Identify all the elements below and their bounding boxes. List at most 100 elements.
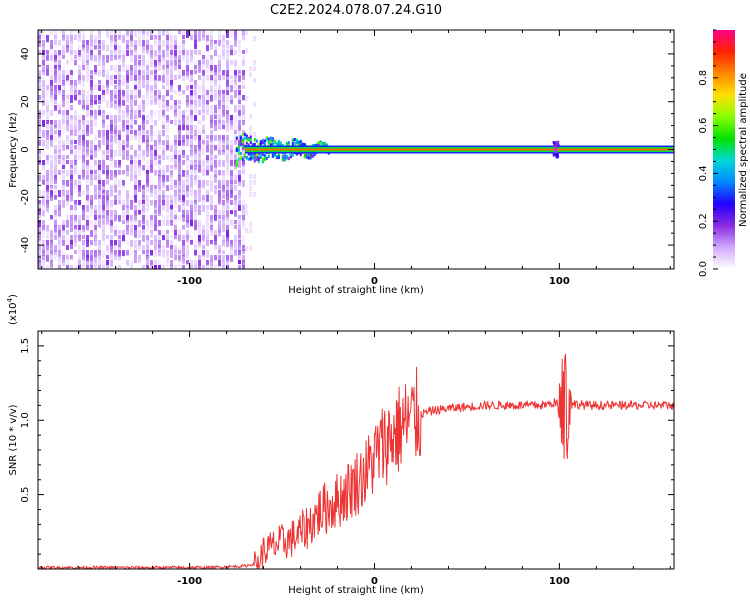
heatmap-cell — [226, 85, 229, 91]
heatmap-cell — [222, 200, 225, 206]
heatmap-cell — [98, 35, 101, 40]
heatmap-cell — [146, 180, 149, 188]
heatmap-cell — [134, 225, 137, 230]
heatmap-cell — [58, 135, 61, 140]
heatmap-cell — [170, 40, 173, 47]
heatmap-cell — [70, 175, 73, 180]
heatmap-cell — [218, 160, 221, 167]
heatmap-cell — [106, 140, 109, 145]
heatmap-cell — [277, 139, 280, 143]
heatmap-cell — [186, 60, 189, 66]
heatmap-cell — [58, 60, 61, 68]
heatmap-cell — [90, 260, 93, 268]
heatmap-cell — [74, 210, 77, 215]
heatmap-cell — [62, 250, 65, 256]
heatmap-cell — [253, 78, 257, 83]
heatmap-cell — [210, 230, 213, 237]
heatmap-cell — [54, 70, 57, 77]
heatmap-cell — [50, 75, 53, 81]
heatmap-cell — [218, 90, 221, 96]
heatmap-cell — [138, 170, 141, 176]
heatmap-cell — [98, 70, 101, 76]
heatmap-cell — [74, 185, 77, 193]
heatmap-cell — [218, 80, 221, 87]
heatmap-cell — [98, 260, 101, 268]
heatmap-cell — [245, 156, 248, 160]
heatmap-cell — [238, 255, 241, 260]
heatmap-cell — [70, 190, 73, 197]
heatmap-cell — [174, 265, 177, 269]
heatmap-cell — [102, 200, 105, 206]
heatmap-cell — [253, 174, 257, 179]
heatmap-cell — [62, 50, 65, 58]
heatmap-cell — [242, 235, 245, 241]
heatmap-cell — [66, 240, 69, 245]
heatmap-cell — [166, 80, 169, 87]
heatmap-cell — [126, 120, 129, 125]
heatmap-cell — [186, 235, 189, 242]
heatmap-cell — [90, 130, 93, 135]
heatmap-cell — [218, 260, 221, 267]
heatmap-cell — [222, 195, 225, 199]
heatmap-cell — [106, 55, 109, 63]
heatmap-cell — [265, 156, 268, 160]
heatmap-cell — [94, 65, 97, 72]
heatmap-cell — [146, 30, 149, 35]
heatmap-cell — [253, 156, 256, 159]
heatmap-cell — [230, 190, 233, 198]
heatmap-cell — [58, 210, 61, 217]
heatmap-cell — [190, 235, 193, 242]
heatmap-cell — [323, 141, 326, 145]
heatmap-cell — [130, 260, 133, 267]
heatmap-cell — [222, 235, 225, 243]
heatmap-cell — [210, 220, 213, 228]
heatmap-cell — [38, 120, 41, 125]
heatmap-cell — [186, 115, 189, 122]
heatmap-cell — [114, 75, 117, 80]
heatmap-cell — [58, 245, 61, 253]
heatmap-cell — [98, 85, 101, 91]
heatmap-cell — [106, 200, 109, 207]
heatmap-cell — [130, 50, 133, 56]
heatmap-cell — [166, 195, 169, 200]
heatmap-cell — [202, 135, 205, 141]
heatmap-cell — [98, 130, 101, 138]
heatmap-cell — [62, 200, 65, 208]
heatmap-cell — [190, 140, 193, 148]
heatmap-cell — [263, 139, 266, 143]
heatmap-cell — [555, 142, 559, 146]
heatmap-cell — [42, 75, 45, 80]
heatmap-cell — [94, 160, 97, 165]
heatmap-cell — [58, 105, 61, 112]
heatmap-cell — [158, 40, 161, 45]
heatmap-cell — [42, 255, 45, 261]
heatmap-cell — [150, 45, 153, 50]
heatmap-cell — [142, 130, 145, 135]
heatmap-cell — [190, 120, 193, 128]
heatmap-cell — [235, 159, 238, 163]
heatmap-cell — [130, 105, 133, 112]
heatmap-cell — [249, 126, 253, 131]
heatmap-cell — [206, 160, 209, 165]
heatmap-cell — [242, 205, 245, 213]
heatmap-cell — [146, 135, 149, 142]
heatmap-cell — [186, 155, 189, 161]
heatmap-cell — [70, 210, 73, 215]
heatmap-cell — [50, 155, 53, 160]
heatmap-cell — [150, 110, 153, 118]
heatmap-cell — [54, 160, 57, 165]
heatmap-cell — [42, 80, 45, 87]
heatmap-cell — [178, 235, 181, 242]
heatmap-cell — [170, 175, 173, 182]
heatmap-cell — [242, 75, 245, 80]
heatmap-cell — [138, 165, 141, 170]
heatmap-cell — [66, 60, 69, 65]
heatmap-cell — [82, 165, 85, 173]
heatmap-cell — [178, 160, 181, 165]
heatmap-cell — [86, 95, 89, 102]
heatmap-cell — [114, 170, 117, 178]
heatmap-cell — [210, 215, 213, 223]
heatmap-cell — [70, 165, 73, 170]
heatmap-cell — [230, 150, 233, 155]
heatmap-cell — [50, 260, 53, 268]
